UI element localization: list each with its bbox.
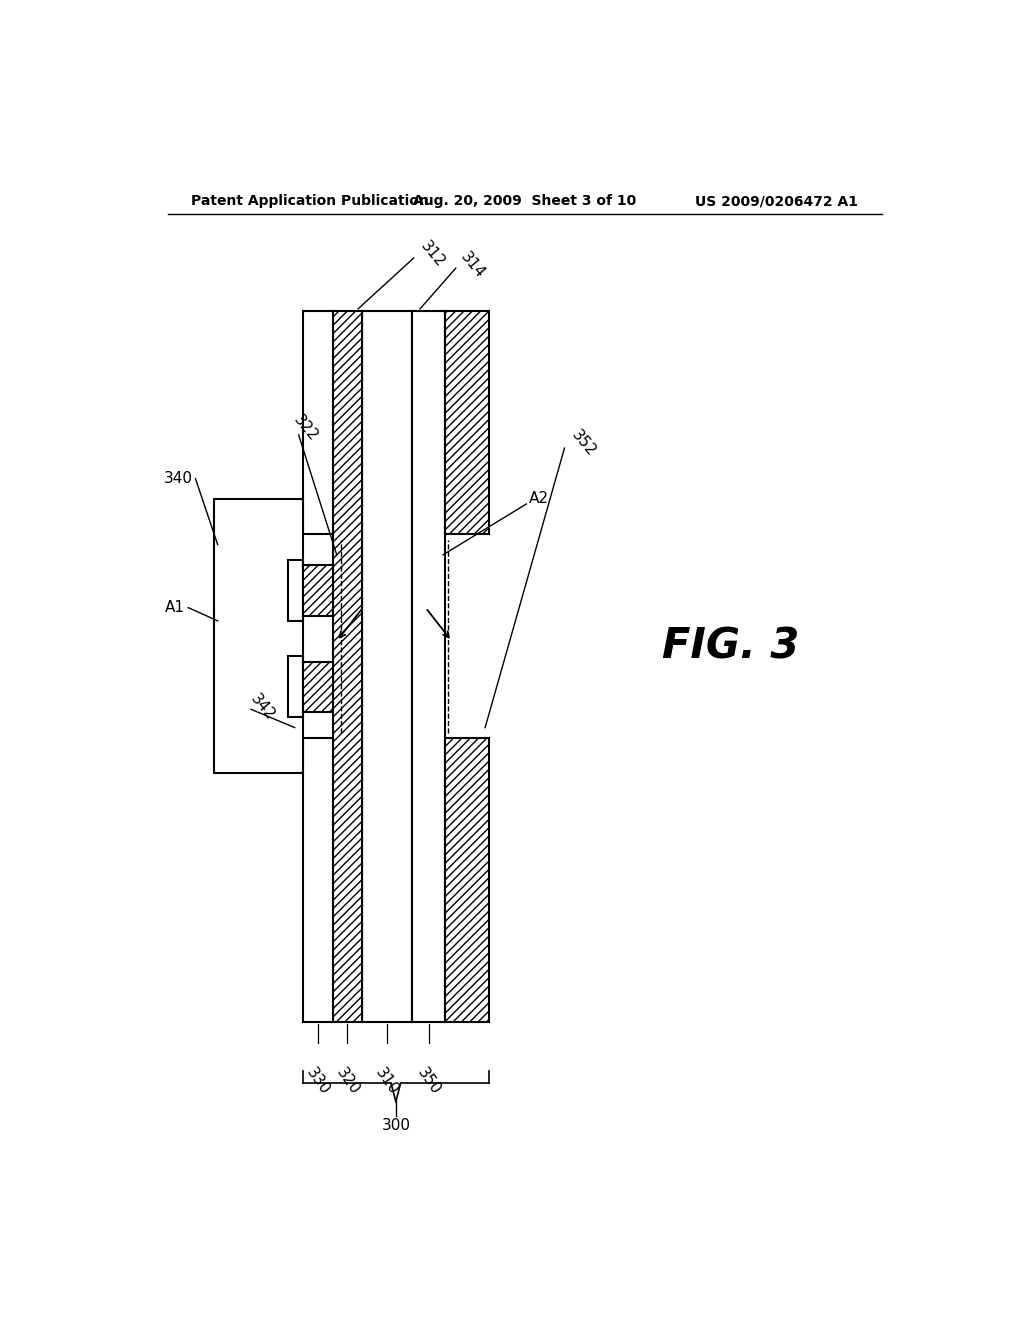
Text: 310: 310 — [373, 1065, 401, 1097]
Text: 352: 352 — [568, 428, 599, 459]
Bar — [362, 312, 412, 1022]
Bar — [333, 312, 362, 1022]
Text: A2: A2 — [528, 491, 549, 507]
Bar — [445, 738, 489, 1022]
Text: 350: 350 — [415, 1065, 443, 1097]
Bar — [214, 499, 303, 774]
Text: 322: 322 — [291, 412, 321, 444]
Text: 314: 314 — [458, 249, 487, 281]
Bar — [445, 312, 489, 535]
Text: US 2009/0206472 A1: US 2009/0206472 A1 — [695, 194, 858, 209]
Bar — [289, 560, 303, 620]
Text: 342: 342 — [247, 692, 278, 723]
Bar — [289, 656, 303, 718]
Bar — [412, 312, 445, 1022]
Text: FIG. 3: FIG. 3 — [663, 626, 800, 668]
Text: 330: 330 — [303, 1065, 332, 1097]
Text: Patent Application Publication: Patent Application Publication — [191, 194, 429, 209]
Text: 340: 340 — [164, 471, 194, 486]
Text: Aug. 20, 2009  Sheet 3 of 10: Aug. 20, 2009 Sheet 3 of 10 — [413, 194, 637, 209]
Bar — [303, 312, 333, 535]
Bar — [303, 738, 333, 1022]
Text: 300: 300 — [381, 1118, 411, 1133]
Bar — [303, 661, 333, 713]
Text: 320: 320 — [333, 1065, 361, 1097]
Text: A1: A1 — [165, 601, 185, 615]
Text: 312: 312 — [418, 238, 447, 269]
Bar — [303, 565, 333, 615]
